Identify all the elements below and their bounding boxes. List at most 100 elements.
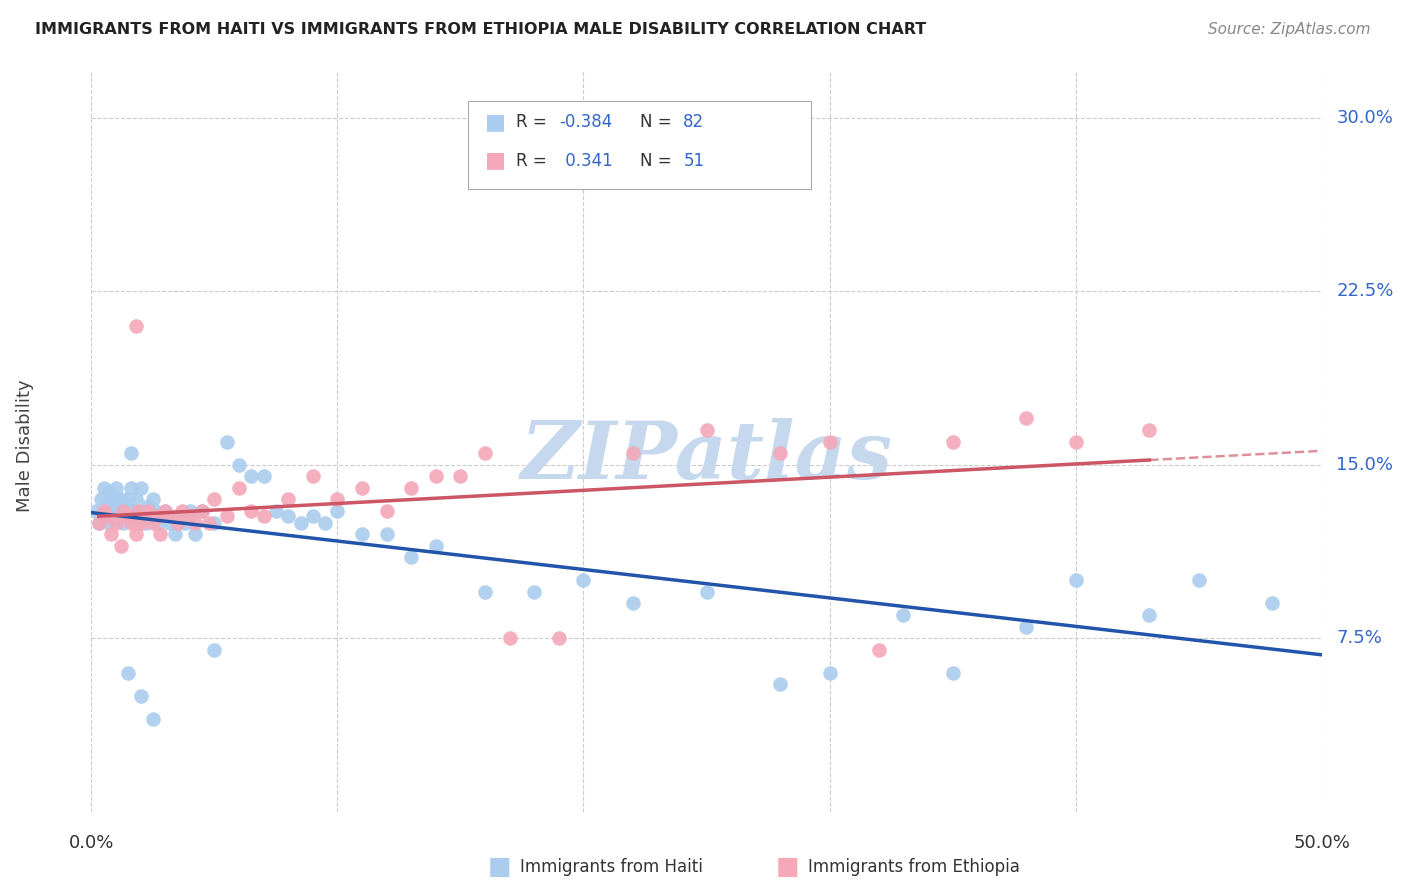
- Point: [127, 508, 149, 523]
- Point: [425, 539, 447, 553]
- Point: [87, 516, 110, 530]
- Point: [153, 504, 177, 518]
- Text: ■: ■: [488, 855, 510, 879]
- Point: [142, 492, 165, 507]
- Point: [301, 469, 323, 483]
- Point: [124, 527, 146, 541]
- Point: [117, 508, 139, 523]
- Point: [142, 712, 165, 726]
- Point: [240, 504, 263, 518]
- Point: [129, 481, 152, 495]
- Point: [166, 516, 188, 530]
- Point: [399, 550, 422, 565]
- Point: [240, 469, 263, 483]
- Text: Source: ZipAtlas.com: Source: ZipAtlas.com: [1208, 22, 1371, 37]
- Point: [290, 516, 312, 530]
- Point: [1015, 411, 1038, 425]
- Point: [114, 497, 138, 511]
- Text: R =: R =: [516, 152, 553, 169]
- Text: 82: 82: [683, 113, 704, 131]
- Point: [547, 631, 569, 645]
- Point: [253, 469, 276, 483]
- Point: [314, 516, 336, 530]
- Point: [264, 504, 287, 518]
- Point: [326, 492, 349, 507]
- Point: [891, 608, 914, 623]
- Point: [215, 434, 238, 449]
- Point: [93, 481, 115, 495]
- Point: [1064, 434, 1087, 449]
- Point: [93, 504, 115, 518]
- Point: [228, 458, 250, 472]
- Point: [127, 504, 149, 518]
- Point: [769, 446, 792, 460]
- Point: [90, 492, 112, 507]
- Text: 0.0%: 0.0%: [69, 834, 114, 852]
- Point: [352, 527, 374, 541]
- Point: [277, 508, 299, 523]
- Text: IMMIGRANTS FROM HAITI VS IMMIGRANTS FROM ETHIOPIA MALE DISABILITY CORRELATION CH: IMMIGRANTS FROM HAITI VS IMMIGRANTS FROM…: [35, 22, 927, 37]
- Point: [112, 504, 135, 518]
- Point: [375, 504, 398, 518]
- Point: [425, 469, 447, 483]
- Point: [695, 423, 717, 437]
- Point: [122, 504, 145, 518]
- Point: [172, 504, 194, 518]
- Point: [110, 508, 132, 523]
- Point: [399, 481, 422, 495]
- Point: [523, 585, 546, 599]
- Point: [352, 481, 374, 495]
- Point: [818, 665, 841, 680]
- Point: [695, 585, 717, 599]
- Point: [1139, 608, 1161, 623]
- Point: [100, 527, 122, 541]
- Point: [149, 527, 172, 541]
- Point: [112, 516, 135, 530]
- Text: Male Disability: Male Disability: [17, 380, 34, 512]
- Point: [326, 504, 349, 518]
- Text: 51: 51: [683, 152, 704, 169]
- Point: [183, 516, 207, 530]
- Point: [86, 504, 108, 518]
- Point: [868, 642, 890, 657]
- Point: [136, 500, 159, 514]
- Point: [114, 508, 138, 523]
- Point: [228, 481, 250, 495]
- Text: 30.0%: 30.0%: [1336, 109, 1393, 127]
- Text: 50.0%: 50.0%: [1294, 834, 1350, 852]
- Point: [174, 516, 197, 530]
- Point: [1015, 619, 1038, 633]
- Point: [474, 446, 496, 460]
- Point: [202, 516, 225, 530]
- Text: 15.0%: 15.0%: [1336, 456, 1393, 474]
- Point: [132, 504, 155, 518]
- Text: ■: ■: [776, 855, 799, 879]
- Point: [97, 516, 120, 530]
- Point: [87, 516, 110, 530]
- Point: [105, 511, 127, 525]
- Text: -0.384: -0.384: [560, 113, 613, 131]
- Point: [474, 585, 496, 599]
- Point: [621, 446, 644, 460]
- Point: [117, 492, 139, 507]
- Point: [117, 504, 139, 518]
- Point: [136, 504, 159, 518]
- Point: [117, 665, 139, 680]
- Point: [124, 318, 146, 333]
- Point: [183, 527, 207, 541]
- Text: 0.341: 0.341: [560, 152, 613, 169]
- Point: [112, 504, 135, 518]
- Point: [135, 516, 156, 530]
- Point: [145, 504, 166, 518]
- Point: [153, 504, 177, 518]
- Point: [146, 516, 169, 530]
- Text: ■: ■: [485, 151, 506, 170]
- Point: [110, 492, 132, 507]
- Point: [1187, 574, 1209, 588]
- Point: [159, 516, 181, 530]
- Text: N =: N =: [640, 113, 676, 131]
- Point: [941, 665, 963, 680]
- Point: [129, 508, 152, 523]
- Text: Immigrants from Ethiopia: Immigrants from Ethiopia: [808, 858, 1021, 876]
- Point: [105, 481, 127, 495]
